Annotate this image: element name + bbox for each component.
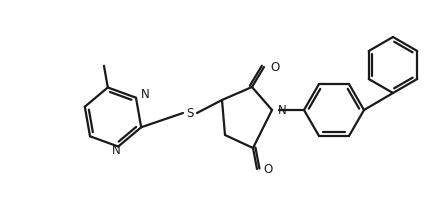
Text: N: N: [278, 103, 287, 117]
Text: N: N: [112, 144, 120, 157]
Text: O: O: [270, 61, 279, 73]
Text: O: O: [263, 163, 272, 176]
Text: S: S: [186, 106, 194, 119]
Text: N: N: [141, 88, 150, 101]
